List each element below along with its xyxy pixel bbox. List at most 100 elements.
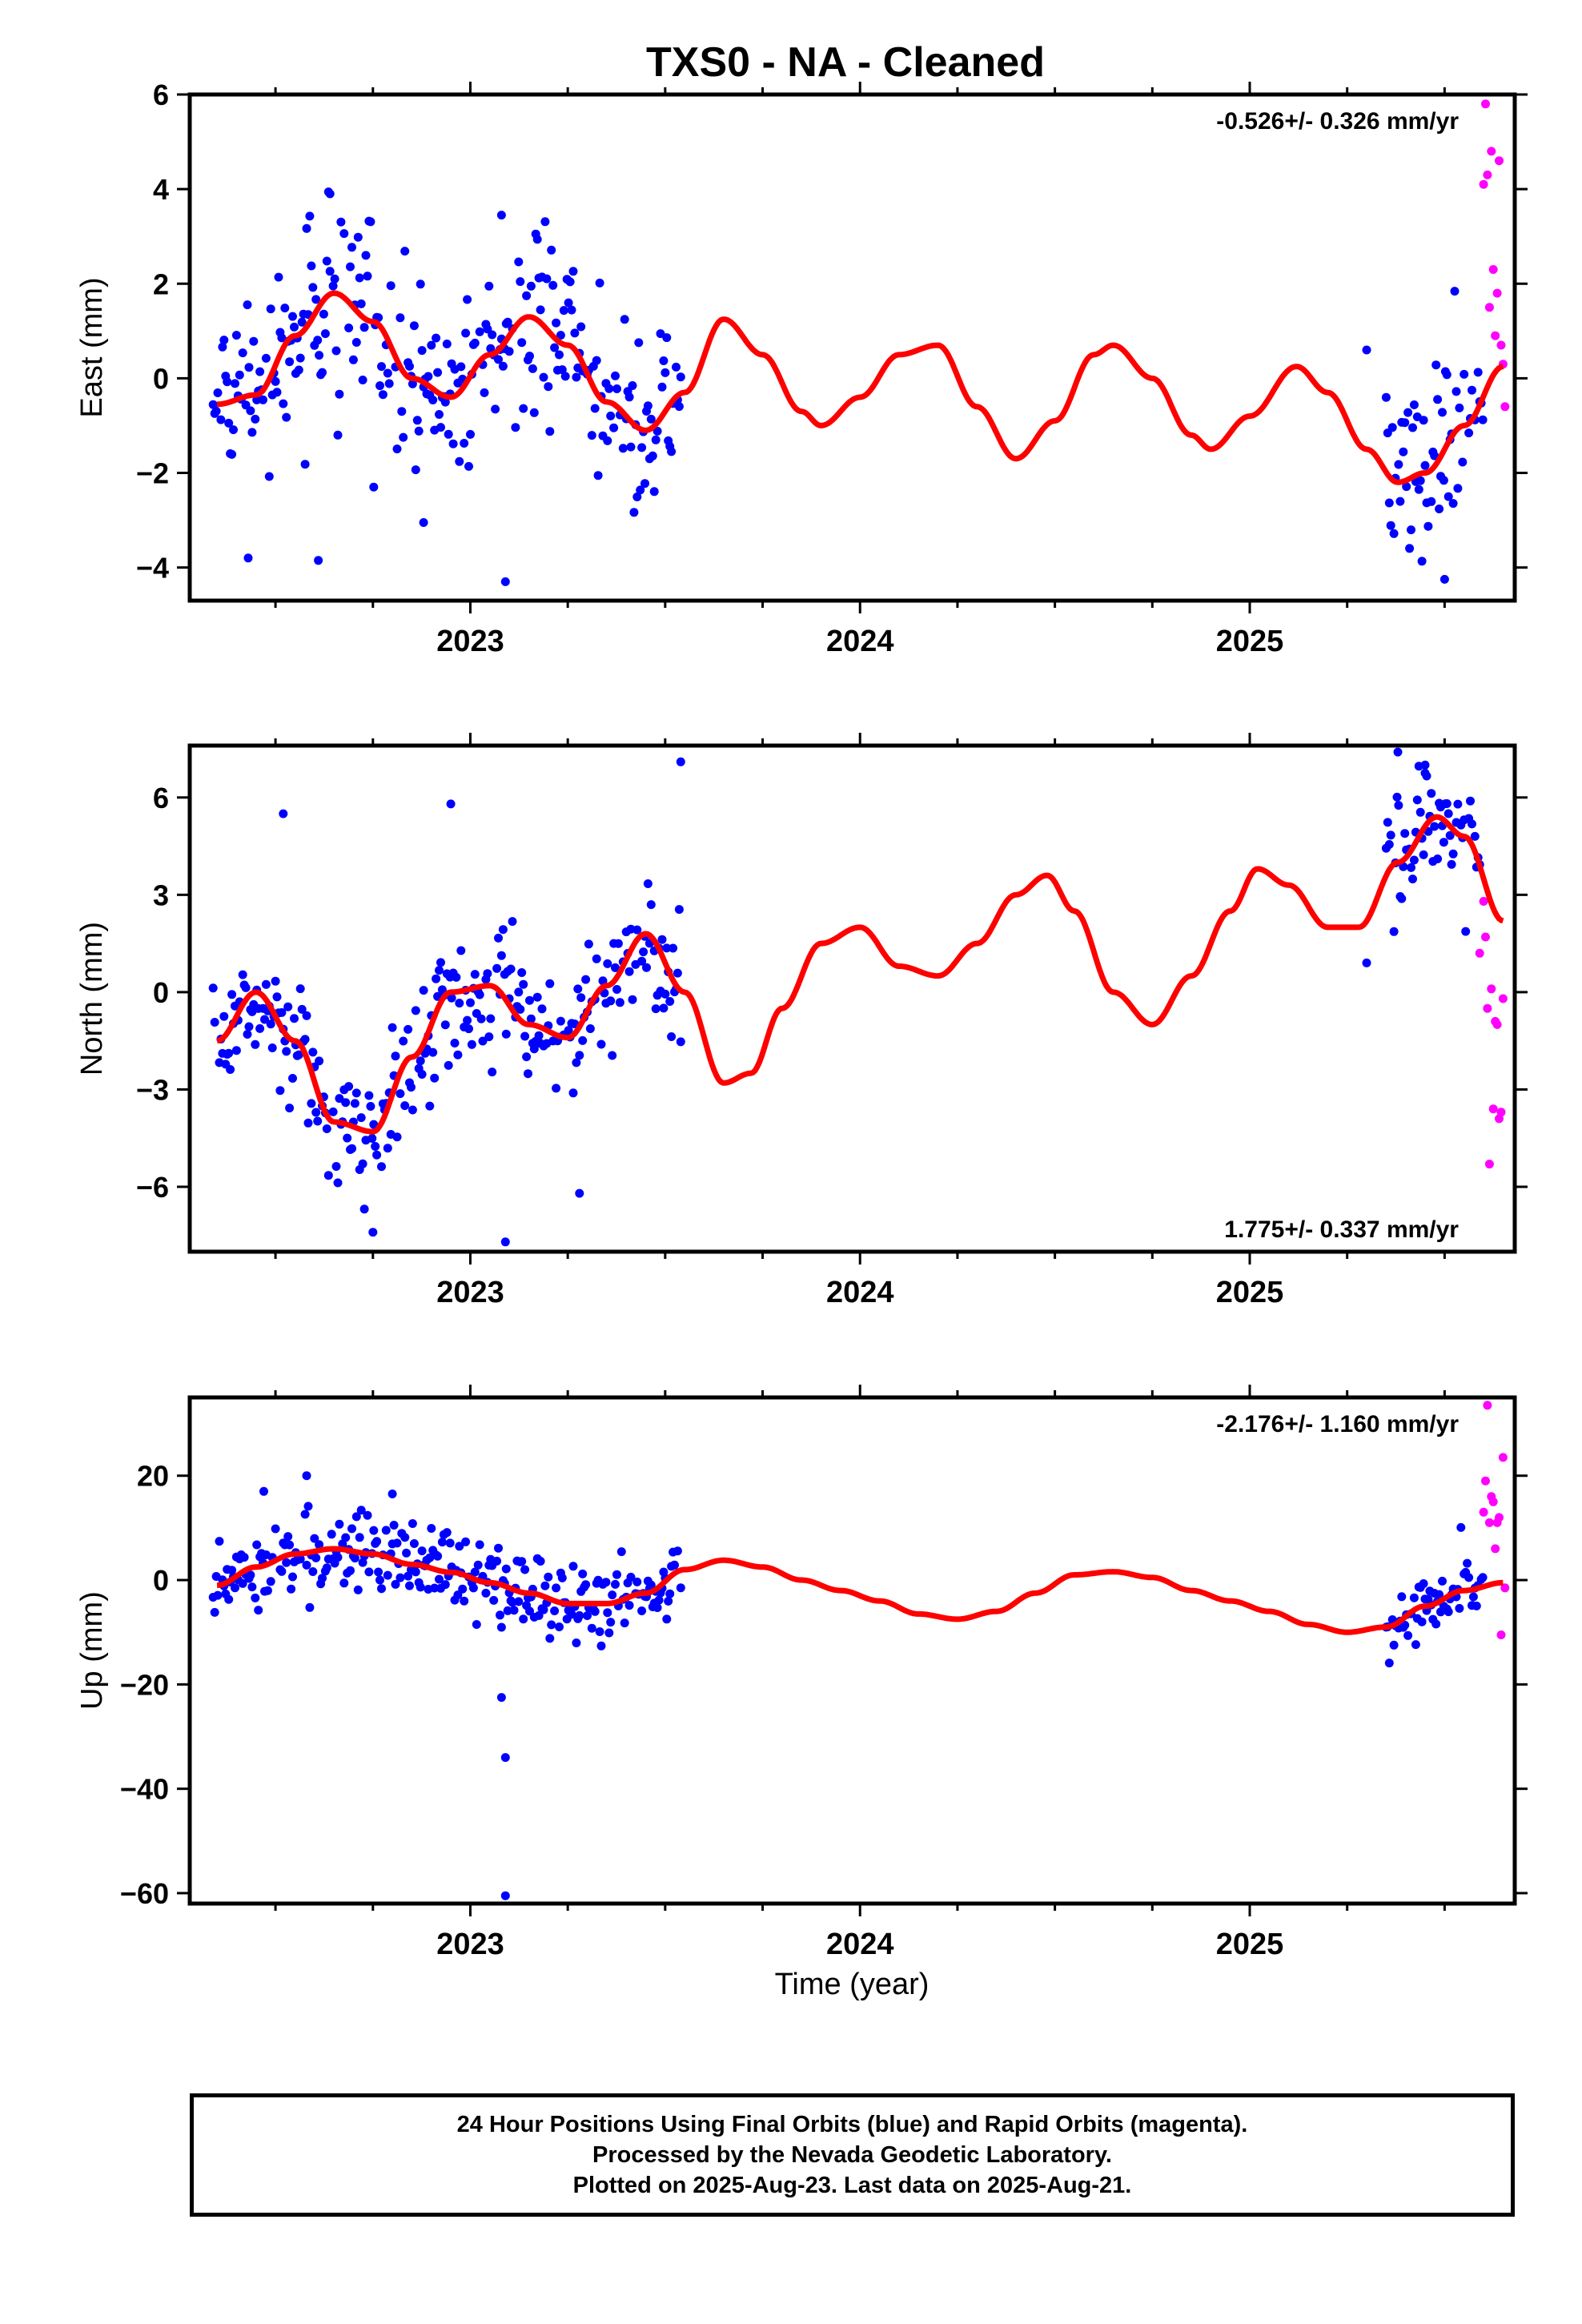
final-orbit-point bbox=[568, 1562, 578, 1571]
final-orbit-point bbox=[315, 1056, 324, 1066]
final-orbit-point bbox=[522, 1052, 532, 1062]
final-orbit-point bbox=[453, 1050, 463, 1059]
final-orbit-point bbox=[372, 1150, 382, 1160]
final-orbit-point bbox=[517, 968, 527, 977]
final-orbit-point bbox=[1408, 423, 1417, 432]
final-orbit-point bbox=[311, 1553, 321, 1562]
final-orbit-point bbox=[243, 300, 252, 310]
final-orbit-point bbox=[661, 368, 670, 377]
final-orbit-point bbox=[634, 338, 644, 348]
final-orbit-point bbox=[544, 1572, 553, 1582]
final-orbit-point bbox=[285, 1540, 295, 1550]
final-orbit-point bbox=[1386, 521, 1395, 530]
final-orbit-point bbox=[369, 482, 379, 492]
final-orbit-point bbox=[612, 384, 621, 393]
y-axis-label: North (mm) bbox=[75, 922, 109, 1076]
final-orbit-point bbox=[408, 379, 417, 388]
final-orbit-point bbox=[460, 1596, 469, 1606]
final-orbit-point bbox=[592, 356, 601, 365]
final-orbit-point bbox=[392, 444, 402, 454]
final-orbit-point bbox=[238, 348, 247, 358]
final-orbit-point bbox=[452, 972, 461, 982]
final-orbit-point bbox=[366, 217, 375, 227]
final-orbit-point bbox=[476, 1014, 486, 1023]
final-orbit-point bbox=[525, 1606, 534, 1616]
final-orbit-point bbox=[411, 1006, 420, 1015]
y-axis-label: Up (mm) bbox=[75, 1591, 109, 1710]
final-orbit-point bbox=[300, 1510, 310, 1519]
final-orbit-point bbox=[611, 371, 620, 380]
final-orbit-point bbox=[430, 1583, 440, 1593]
final-orbit-point bbox=[295, 1554, 305, 1564]
final-orbit-point bbox=[478, 1036, 488, 1046]
final-orbit-point bbox=[411, 465, 420, 475]
final-orbit-point bbox=[1389, 927, 1399, 936]
final-orbit-point bbox=[442, 340, 452, 348]
final-orbit-point bbox=[288, 1074, 297, 1083]
final-orbit-point bbox=[646, 414, 656, 424]
final-orbit-point bbox=[659, 356, 669, 365]
final-orbit-point bbox=[648, 451, 657, 460]
final-orbit-point bbox=[271, 976, 280, 986]
final-orbit-point bbox=[519, 404, 528, 413]
final-orbit-point bbox=[556, 331, 565, 340]
final-orbit-point bbox=[280, 304, 290, 313]
final-orbit-point bbox=[603, 436, 612, 445]
final-orbit-point bbox=[277, 1566, 287, 1576]
final-orbit-point bbox=[227, 1566, 237, 1575]
final-orbit-point bbox=[637, 443, 647, 452]
final-orbit-point bbox=[488, 1068, 497, 1077]
final-orbit-point bbox=[271, 1524, 280, 1534]
final-orbit-point bbox=[590, 404, 600, 413]
final-orbit-point bbox=[517, 1557, 527, 1566]
final-orbit-point bbox=[595, 278, 604, 287]
final-orbit-point bbox=[229, 425, 238, 435]
final-orbit-point bbox=[1455, 1603, 1464, 1613]
final-orbit-point bbox=[444, 1060, 453, 1070]
final-orbit-point bbox=[409, 1539, 419, 1548]
final-orbit-point bbox=[1473, 368, 1483, 377]
final-orbit-point bbox=[335, 1094, 344, 1104]
final-orbit-point bbox=[389, 1521, 399, 1530]
final-orbit-point bbox=[333, 1178, 343, 1188]
final-orbit-point bbox=[1478, 415, 1488, 424]
final-orbit-point bbox=[628, 995, 637, 1004]
final-orbit-point bbox=[255, 1023, 265, 1033]
final-orbit-point bbox=[333, 430, 343, 440]
final-orbit-point bbox=[564, 298, 573, 308]
final-orbit-point bbox=[632, 493, 642, 501]
final-orbit-point bbox=[417, 346, 427, 356]
final-orbit-point bbox=[313, 336, 323, 345]
final-orbit-point bbox=[307, 261, 316, 271]
final-orbit-point bbox=[235, 370, 244, 380]
y-tick-label: −40 bbox=[120, 1773, 169, 1806]
y-tick-label: 0 bbox=[153, 976, 169, 1009]
final-orbit-point bbox=[391, 1051, 400, 1061]
final-orbit-point bbox=[498, 925, 508, 935]
final-orbit-point bbox=[363, 1510, 372, 1520]
panel-1: 2023 2024 2025 −4 −2 0 2 4 6 East (mm) -0.526+/- 0… bbox=[75, 78, 1528, 658]
final-orbit-point bbox=[632, 1577, 642, 1586]
final-orbit-point bbox=[603, 1608, 612, 1618]
final-orbit-point bbox=[572, 1058, 581, 1068]
final-orbit-point bbox=[348, 355, 358, 364]
final-orbit-point bbox=[604, 384, 614, 393]
final-orbit-point bbox=[305, 211, 315, 221]
final-orbit-point bbox=[661, 989, 670, 999]
final-orbit-point bbox=[575, 1051, 584, 1060]
y-tick-label: 3 bbox=[153, 879, 169, 911]
final-orbit-point bbox=[1447, 859, 1456, 869]
final-orbit-point bbox=[606, 411, 616, 420]
y-tick-label: −60 bbox=[120, 1877, 169, 1910]
final-orbit-point bbox=[667, 447, 677, 456]
final-orbit-point bbox=[595, 1627, 604, 1636]
final-orbit-point bbox=[1399, 447, 1408, 456]
final-orbit-point bbox=[1450, 287, 1460, 296]
final-orbit-point bbox=[656, 329, 665, 339]
rapid-orbit-point bbox=[1475, 948, 1484, 958]
final-orbit-point bbox=[364, 1567, 374, 1577]
final-orbit-point bbox=[1362, 345, 1371, 355]
rapid-orbit-point bbox=[1488, 265, 1498, 274]
final-orbit-point bbox=[1430, 451, 1439, 460]
